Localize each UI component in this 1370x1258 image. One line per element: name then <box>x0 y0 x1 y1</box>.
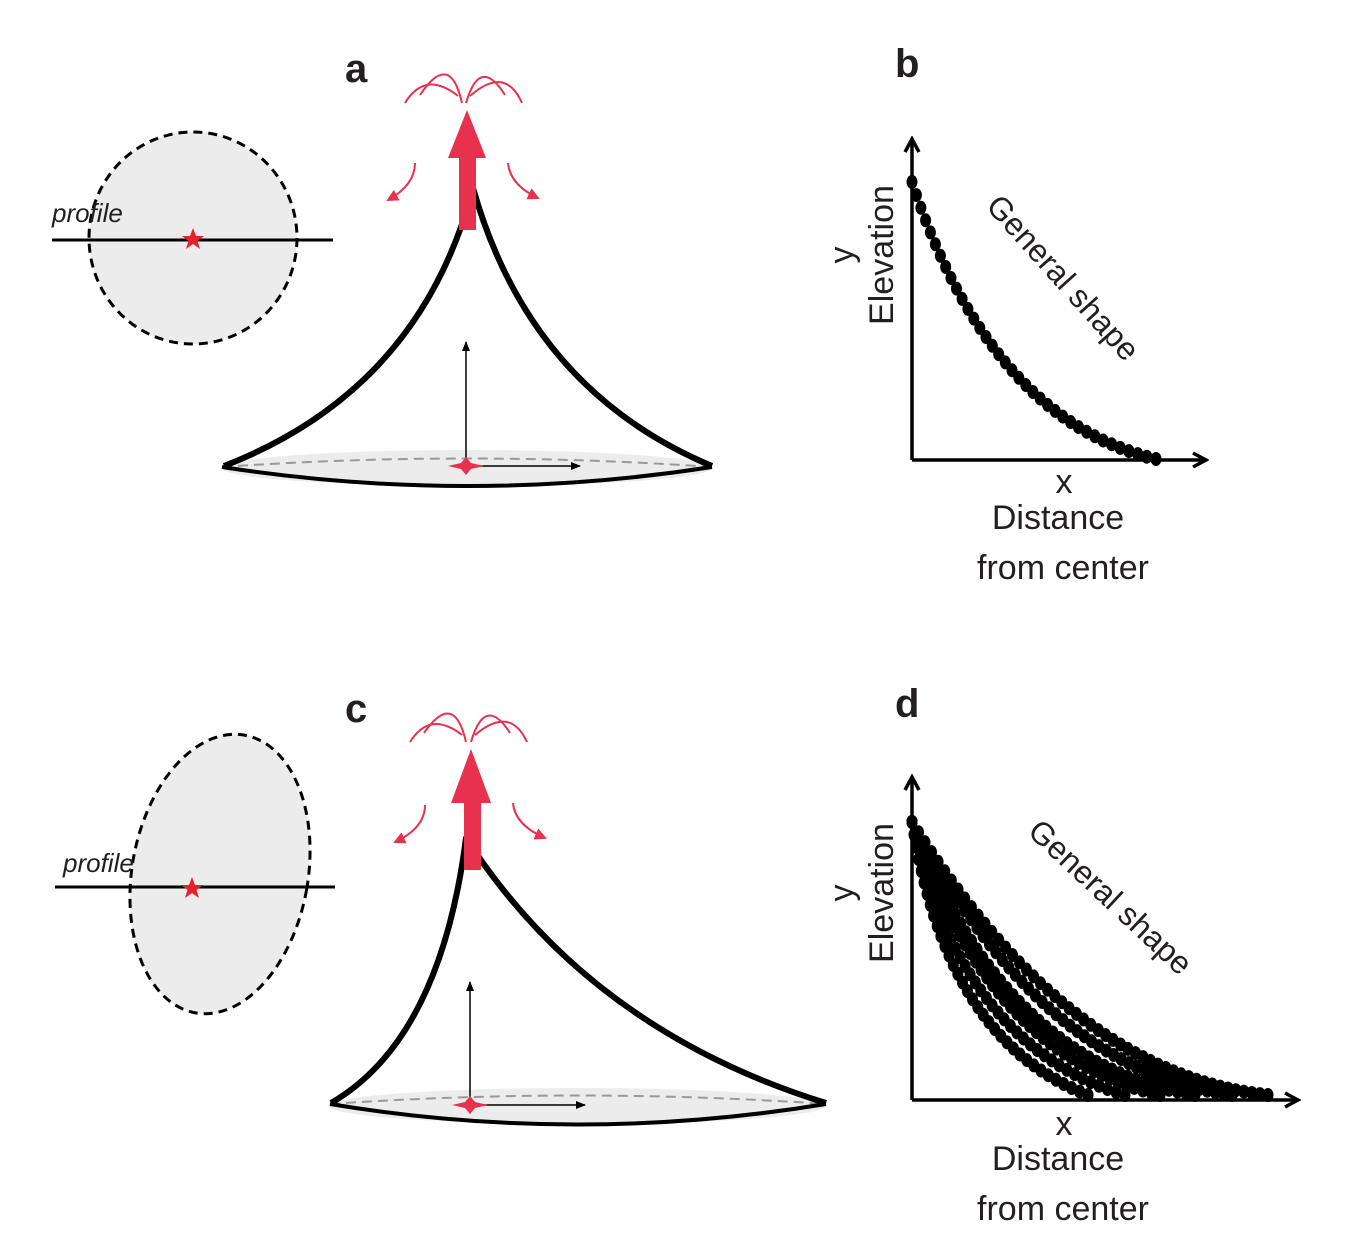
curve-dot <box>1132 447 1144 462</box>
general-shape-curves <box>906 815 1274 1102</box>
panel-label-a: a <box>345 47 368 91</box>
x-axis-label-line1: Distance <box>992 1140 1124 1178</box>
x-axis-letter: x <box>1056 463 1073 501</box>
ejecta-arrow-right-icon <box>507 162 540 200</box>
profile-label: profile <box>62 848 134 878</box>
cone-base-front <box>221 465 713 488</box>
panel-label-b: b <box>895 42 919 86</box>
profile-label: profile <box>51 198 123 228</box>
curve-dot <box>906 815 918 829</box>
cone-base-fill <box>329 1088 825 1124</box>
curve-dot <box>1114 440 1126 455</box>
plan-view-outline <box>128 732 312 1016</box>
magma-arrow-shaft <box>464 800 481 870</box>
ejecta-arrow-left-icon <box>393 804 426 844</box>
ejecta-plume-icon <box>419 73 463 104</box>
ejecta-arrow-right-icon <box>512 802 547 840</box>
curve-dot <box>1082 1088 1094 1102</box>
cone-base-back <box>329 1094 827 1105</box>
curve-dot <box>915 200 927 215</box>
curve-dot <box>1146 1078 1158 1093</box>
curve-dot <box>1238 1084 1250 1099</box>
panel-a: a profile <box>51 47 714 488</box>
magma-arrow-shaft <box>459 155 476 230</box>
curve-dot <box>1246 1086 1258 1100</box>
curve-dot <box>1074 1084 1086 1099</box>
ejecta-plume-icon <box>474 720 528 743</box>
eruption-c <box>393 712 547 870</box>
x-axis-label-line2: from center <box>977 549 1149 587</box>
ejecta-plume-icon <box>470 714 511 743</box>
x-axis-label-line2: from center <box>977 1190 1149 1228</box>
curve-dot <box>974 320 986 335</box>
ejecta-arrow-left-icon <box>386 162 416 201</box>
y-axis-letter: y <box>823 885 861 902</box>
curve-dot <box>1093 1078 1105 1093</box>
volcano-cone-c <box>329 835 827 1127</box>
ejecta-plume-icon <box>404 83 459 104</box>
curve-dot <box>1106 437 1118 452</box>
curve-dot <box>913 825 924 840</box>
vent-star-icon <box>452 1096 488 1114</box>
curve-dot <box>1141 449 1153 464</box>
curve-dot <box>945 873 957 888</box>
curve-dot <box>932 854 944 869</box>
general-shape-curve <box>906 175 1162 466</box>
curve-dot <box>1262 1088 1274 1102</box>
magma-arrow-head <box>451 749 491 803</box>
panel-b: b y Elevation x Distance from center Gen… <box>823 42 1205 587</box>
curve-label: General shape <box>980 188 1147 368</box>
cone-profile <box>329 835 827 1106</box>
curve-dot <box>906 175 918 189</box>
panel-label-c: c <box>345 687 367 731</box>
ejecta-plume-icon <box>469 81 523 104</box>
curve-dot <box>959 891 971 906</box>
curve-dot <box>910 188 922 203</box>
curve-dot <box>956 291 968 306</box>
curve-dot <box>940 260 952 274</box>
curve-dot <box>1254 1087 1266 1102</box>
panel-c: c profile <box>55 687 827 1127</box>
curve-label: General shape <box>1021 812 1199 981</box>
curve-dot <box>926 845 937 860</box>
curve-dot <box>1123 444 1135 459</box>
vent-star-icon <box>448 457 484 475</box>
x-axis-letter: x <box>1056 1105 1073 1143</box>
vent-star-icon <box>181 877 203 898</box>
vent-star-icon <box>182 228 204 249</box>
curve-dot <box>962 301 974 316</box>
curve-dot <box>965 900 977 915</box>
plan-view-circle: profile <box>51 130 333 346</box>
curve-dot <box>920 213 932 228</box>
curve-dot <box>1150 452 1162 466</box>
y-axis-letter: y <box>823 247 861 264</box>
panel-label-d: d <box>895 682 919 726</box>
curve-dot <box>924 225 936 240</box>
magma-arrow-head <box>448 110 486 158</box>
y-axis-label: Elevation <box>863 823 901 963</box>
volcano-cone-a <box>221 185 714 488</box>
panel-d: d y Elevation x Distance from center Gen… <box>823 682 1297 1228</box>
curve-dot <box>929 237 941 252</box>
curve-dot <box>1097 433 1109 448</box>
curve-dot <box>945 271 957 285</box>
curve-dot <box>919 835 931 850</box>
curve-dot <box>934 248 946 263</box>
curve-dot <box>1085 1075 1097 1090</box>
curve-dot <box>952 882 964 897</box>
y-axis-label: Elevation <box>863 185 901 325</box>
eruption-a <box>386 73 540 230</box>
curve-dot <box>968 311 980 326</box>
ejecta-plume-icon <box>409 723 463 743</box>
curve-dot <box>1081 424 1093 439</box>
x-axis-label-line1: Distance <box>992 499 1124 537</box>
plan-view-ellipse: profile <box>55 732 335 1016</box>
curve-dot <box>951 281 962 296</box>
ejecta-plume-icon <box>423 712 467 743</box>
ejecta-plume-icon <box>465 75 506 104</box>
cone-base-front <box>329 1102 827 1127</box>
curve-dot <box>1089 429 1101 444</box>
curve-dot <box>939 864 951 879</box>
